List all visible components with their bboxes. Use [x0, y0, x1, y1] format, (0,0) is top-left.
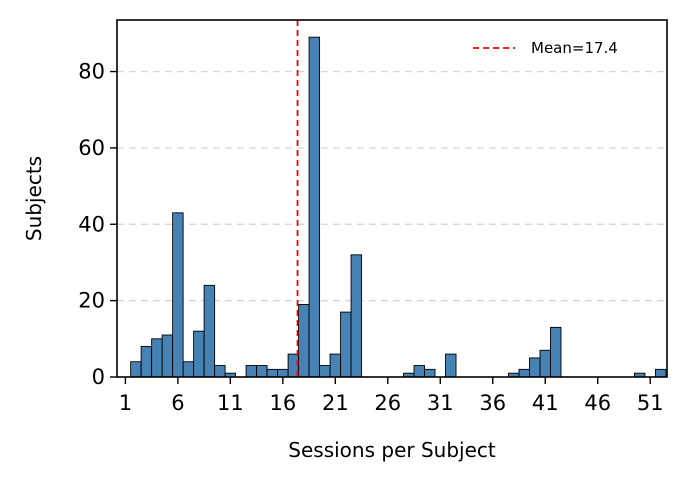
- bar: [182, 361, 195, 378]
- bar: [203, 284, 216, 378]
- bar: [308, 36, 321, 378]
- bar: [266, 368, 279, 378]
- bar: [277, 368, 289, 378]
- bar: [340, 311, 352, 378]
- legend-mean-label: Mean=17.4: [531, 39, 618, 57]
- bar: [214, 365, 226, 378]
- x-tick-label: 46: [584, 391, 611, 415]
- bar: [424, 368, 436, 378]
- bar: [539, 349, 551, 378]
- bar: [550, 326, 562, 378]
- plot-area-frame: [116, 19, 668, 378]
- bars: [130, 36, 667, 378]
- x-axis-label: Sessions per Subject: [288, 438, 496, 462]
- x-tick-label: 36: [479, 391, 506, 415]
- bar: [298, 304, 310, 378]
- bar: [350, 254, 363, 378]
- grid-lines: [117, 70, 667, 302]
- x-tick-label: 11: [217, 391, 244, 415]
- x-tick-label: 31: [427, 391, 454, 415]
- x-tick-label: 51: [637, 391, 664, 415]
- bar: [413, 365, 425, 378]
- bar: [518, 368, 530, 378]
- x-tick-label: 16: [269, 391, 296, 415]
- bar: [172, 212, 184, 378]
- x-tick-label: 41: [532, 391, 559, 415]
- bar: [256, 365, 268, 378]
- y-axis-label: Subjects: [22, 156, 46, 241]
- y-tick-label: 80: [78, 60, 105, 84]
- bar: [130, 361, 142, 378]
- y-tick-label: 60: [78, 136, 105, 160]
- bar: [445, 353, 457, 378]
- legend: Mean=17.4: [473, 39, 618, 57]
- bar: [529, 357, 541, 378]
- x-tick-label: 6: [171, 391, 184, 415]
- y-tick-label: 0: [92, 365, 105, 389]
- x-axis-ticks: 1 6 11 16 21 26 31 36 41 46 51: [119, 377, 664, 415]
- bar: [151, 338, 163, 378]
- bar: [140, 346, 153, 378]
- x-tick-label: 21: [322, 391, 349, 415]
- bar: [193, 330, 205, 378]
- bar: [655, 368, 667, 378]
- bar: [319, 365, 331, 378]
- bar: [329, 353, 342, 378]
- y-tick-label: 40: [78, 212, 105, 236]
- bar: [245, 365, 258, 378]
- y-axis-ticks: 0 20 40 60 80: [78, 60, 117, 389]
- y-tick-label: 20: [78, 289, 105, 313]
- x-tick-label: 1: [119, 391, 132, 415]
- bar: [161, 334, 174, 378]
- x-tick-label: 26: [374, 391, 401, 415]
